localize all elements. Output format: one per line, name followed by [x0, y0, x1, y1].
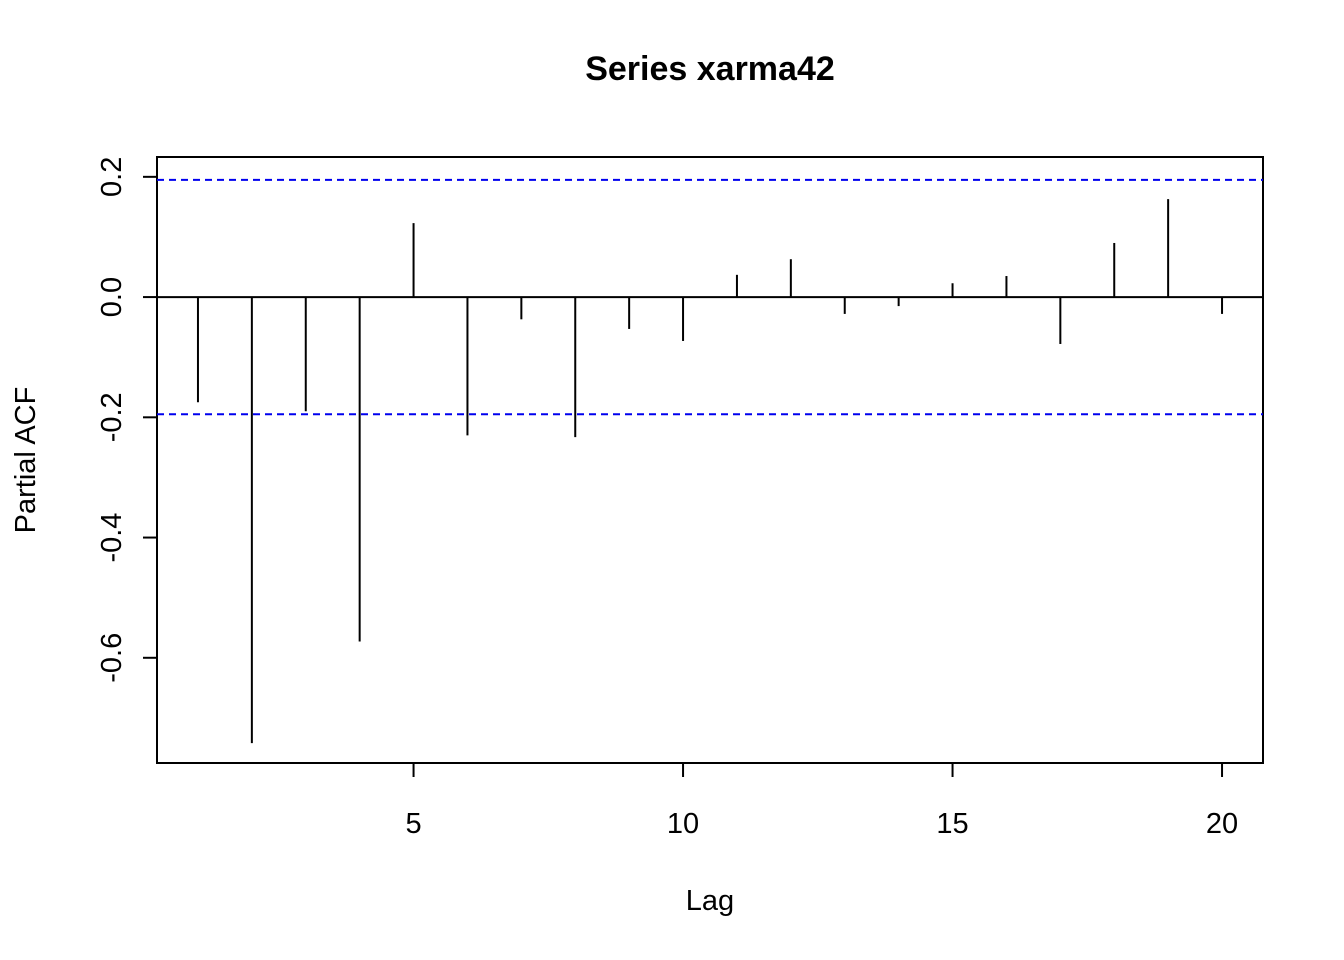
y-tick-label-1: -0.4 [96, 513, 128, 563]
x-tick-label-5: 5 [405, 808, 421, 840]
x-axis-label: Lag [686, 885, 734, 917]
x-tick-label-20: 20 [1206, 808, 1238, 840]
y-tick-label-3: 0.0 [96, 277, 128, 317]
x-tick-label-15: 15 [936, 808, 968, 840]
y-axis: -0.6 -0.4 -0.2 0.0 0.2 [96, 157, 157, 683]
pacf-spikes [196, 199, 1224, 744]
chart-title: Series xarma42 [585, 50, 835, 88]
y-tick-label-0: -0.6 [96, 633, 128, 683]
y-axis-label: Partial ACF [10, 387, 42, 534]
x-tick-label-10: 10 [667, 808, 699, 840]
x-axis: 5 10 15 20 [405, 763, 1238, 840]
y-tick-label-4: 0.2 [96, 157, 128, 197]
confidence-bounds [157, 178, 1263, 416]
y-tick-label-2: -0.2 [96, 392, 128, 442]
plot-frame [156, 156, 1264, 764]
